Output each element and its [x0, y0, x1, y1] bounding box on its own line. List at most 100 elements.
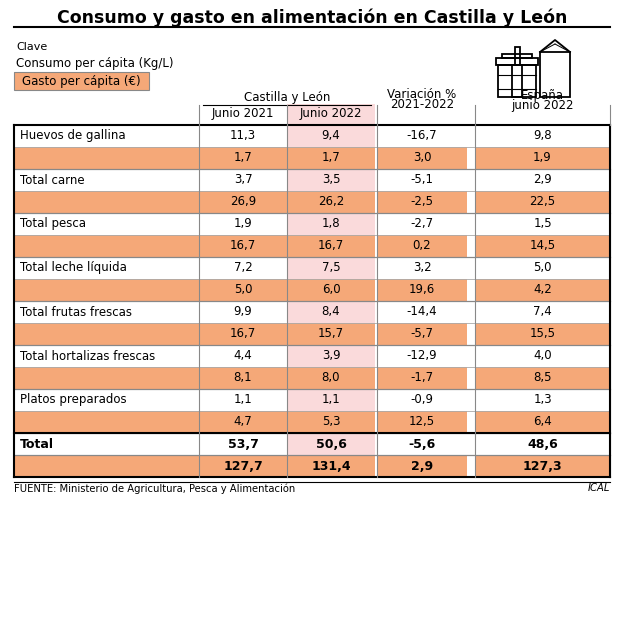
Text: 1,9: 1,9: [533, 152, 552, 165]
Text: Variación %: Variación %: [388, 89, 457, 102]
Text: 26,9: 26,9: [230, 195, 256, 208]
Text: 22,5: 22,5: [529, 195, 555, 208]
Bar: [287, 147, 375, 169]
Text: 7,5: 7,5: [322, 261, 340, 275]
Bar: [14, 323, 199, 345]
Bar: [377, 213, 467, 235]
Text: 12,5: 12,5: [409, 416, 435, 429]
Bar: [287, 345, 375, 367]
Bar: [199, 455, 287, 477]
Text: Total pesca: Total pesca: [20, 218, 86, 230]
Text: 4,7: 4,7: [233, 416, 252, 429]
Bar: [14, 389, 199, 411]
Bar: [377, 389, 467, 411]
Text: -14,4: -14,4: [407, 306, 437, 318]
Text: 3,7: 3,7: [233, 173, 252, 187]
Bar: [475, 147, 610, 169]
Bar: [512, 65, 522, 97]
Text: Total hortalizas frescas: Total hortalizas frescas: [20, 349, 155, 363]
Text: Platos preparados: Platos preparados: [20, 394, 127, 406]
Bar: [287, 104, 375, 124]
Bar: [199, 125, 287, 147]
Bar: [199, 367, 287, 389]
Text: ICAL: ICAL: [588, 483, 610, 493]
Bar: [540, 52, 570, 97]
Bar: [475, 411, 610, 433]
Text: 4,2: 4,2: [533, 283, 552, 296]
Text: 127,3: 127,3: [523, 459, 562, 472]
Text: Castilla y León: Castilla y León: [244, 92, 330, 104]
Text: junio 2022: junio 2022: [511, 99, 573, 112]
Text: 1,3: 1,3: [533, 394, 552, 406]
Bar: [199, 345, 287, 367]
Bar: [199, 213, 287, 235]
Bar: [475, 191, 610, 213]
Bar: [14, 433, 199, 455]
Bar: [377, 169, 467, 191]
Bar: [377, 323, 467, 345]
Text: 131,4: 131,4: [311, 459, 351, 472]
Text: 53,7: 53,7: [228, 437, 258, 451]
Bar: [475, 213, 610, 235]
Bar: [475, 279, 610, 301]
Bar: [199, 257, 287, 279]
Bar: [515, 47, 520, 65]
Text: 26,2: 26,2: [318, 195, 344, 208]
Bar: [199, 147, 287, 169]
Text: 3,2: 3,2: [412, 261, 431, 275]
Text: 8,1: 8,1: [233, 371, 252, 384]
Bar: [498, 65, 536, 97]
Text: 16,7: 16,7: [230, 240, 256, 253]
Text: -2,7: -2,7: [411, 218, 434, 230]
Text: Total leche líquida: Total leche líquida: [20, 261, 127, 275]
Bar: [14, 213, 199, 235]
Text: 16,7: 16,7: [318, 240, 344, 253]
Bar: [287, 235, 375, 257]
Bar: [14, 72, 149, 90]
Bar: [475, 389, 610, 411]
Bar: [14, 301, 199, 323]
Text: 6,4: 6,4: [533, 416, 552, 429]
Text: 9,4: 9,4: [321, 130, 340, 142]
Bar: [287, 169, 375, 191]
Bar: [377, 257, 467, 279]
Text: 8,4: 8,4: [322, 306, 340, 318]
Bar: [199, 235, 287, 257]
Text: 8,5: 8,5: [534, 371, 552, 384]
Text: 0,2: 0,2: [412, 240, 431, 253]
Bar: [14, 257, 199, 279]
Text: Total carne: Total carne: [20, 173, 85, 187]
Bar: [14, 455, 199, 477]
Text: Huevos de gallina: Huevos de gallina: [20, 130, 125, 142]
Text: 48,6: 48,6: [527, 437, 558, 451]
Bar: [377, 301, 467, 323]
Text: 1,1: 1,1: [233, 394, 252, 406]
Bar: [14, 169, 199, 191]
Text: -1,7: -1,7: [411, 371, 434, 384]
Bar: [287, 455, 375, 477]
Text: 3,0: 3,0: [412, 152, 431, 165]
Text: 2,9: 2,9: [533, 173, 552, 187]
Text: 50,6: 50,6: [316, 437, 346, 451]
Bar: [14, 125, 199, 147]
Text: -12,9: -12,9: [407, 349, 437, 363]
Bar: [496, 58, 538, 65]
Bar: [377, 411, 467, 433]
Bar: [377, 235, 467, 257]
Text: 6,0: 6,0: [322, 283, 340, 296]
Text: -2,5: -2,5: [411, 195, 434, 208]
Text: -16,7: -16,7: [407, 130, 437, 142]
Bar: [475, 125, 610, 147]
Bar: [287, 367, 375, 389]
Text: Total frutas frescas: Total frutas frescas: [20, 306, 132, 318]
Text: 7,4: 7,4: [533, 306, 552, 318]
Bar: [377, 147, 467, 169]
Bar: [502, 54, 532, 58]
Bar: [540, 52, 570, 97]
Bar: [496, 58, 538, 65]
Text: Junio 2021: Junio 2021: [212, 107, 275, 120]
Bar: [199, 301, 287, 323]
Bar: [199, 191, 287, 213]
Text: 5,0: 5,0: [534, 261, 552, 275]
Bar: [14, 191, 199, 213]
